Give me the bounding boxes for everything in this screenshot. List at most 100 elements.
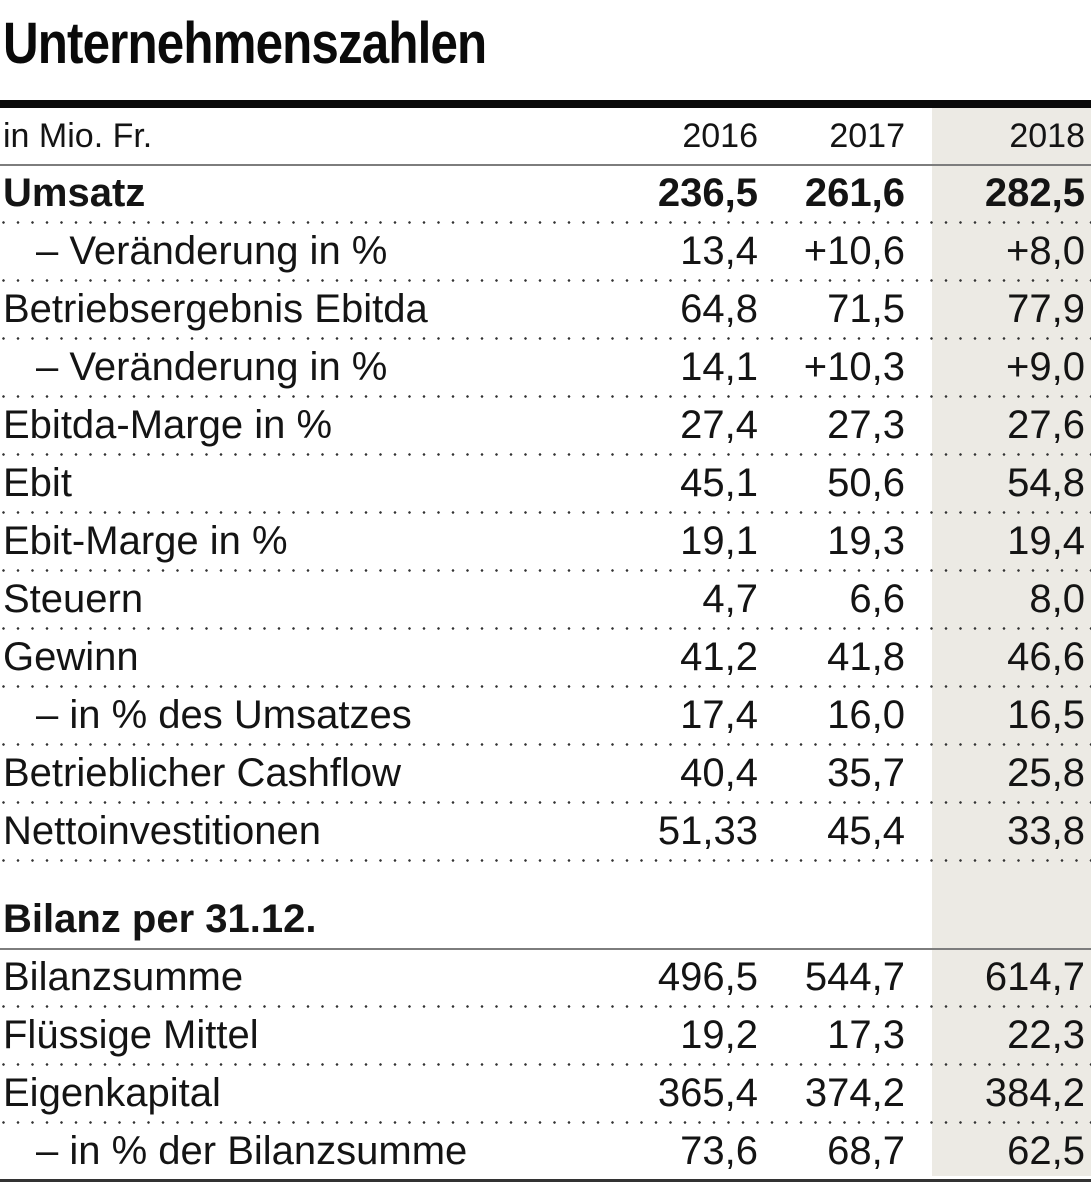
row-separator	[0, 1005, 1091, 1008]
value-2018: 77,9	[1007, 287, 1085, 331]
row-label: Ebitda-Marge in %	[3, 403, 333, 447]
value-2017: +10,6	[803, 229, 905, 273]
section-header: Bilanz per 31.12.	[3, 897, 317, 941]
value-2016: 73,6	[680, 1129, 758, 1173]
row-separator	[0, 743, 1091, 746]
row-label: Steuern	[3, 577, 144, 621]
value-2017: 374,2	[804, 1071, 905, 1115]
year-header-2018: 2018	[1009, 116, 1085, 155]
row-separator	[0, 801, 1091, 804]
value-2016: 14,1	[680, 345, 758, 389]
row-separator	[0, 859, 1091, 862]
top-rule	[0, 100, 1091, 108]
highlight-column-2018	[932, 108, 1091, 1176]
table-row: – in % des Umsatzes 17,4 16,0 16,5	[0, 688, 1091, 743]
table-row: Betriebsergebnis Ebitda 64,8 71,5 77,9	[0, 282, 1091, 337]
table-row: Steuern 4,7 6,6 8,0	[0, 572, 1091, 627]
value-2017: 17,3	[827, 1013, 905, 1057]
row-separator	[0, 627, 1091, 630]
row-label: Betriebsergebnis Ebitda	[3, 287, 428, 331]
value-2017: 71,5	[827, 287, 905, 331]
value-2016: 236,5	[657, 171, 758, 215]
value-2016: 27,4	[680, 403, 758, 447]
value-2018: 25,8	[1007, 751, 1085, 795]
row-separator	[0, 948, 1091, 950]
value-2017: 35,7	[827, 751, 905, 795]
value-2018: 16,5	[1007, 693, 1085, 737]
row-separator	[0, 279, 1091, 282]
value-2018: 54,8	[1007, 461, 1085, 505]
value-2017: 261,6	[804, 171, 905, 215]
value-2018: 27,6	[1007, 403, 1085, 447]
table-row: Ebit 45,1 50,6 54,8	[0, 456, 1091, 511]
value-2017: 16,0	[827, 693, 905, 737]
value-2018: 384,2	[984, 1071, 1085, 1115]
row-label: Nettoinvestitionen	[3, 809, 321, 853]
unit-label: in Mio. Fr.	[3, 116, 153, 155]
value-2018: 46,6	[1007, 635, 1085, 679]
value-2016: 64,8	[680, 287, 758, 331]
row-label: – Veränderung in %	[36, 229, 388, 273]
table-row: Bilanzsumme 496,5 544,7 614,7	[0, 950, 1091, 1005]
value-2017: 27,3	[827, 403, 905, 447]
row-label: Eigenkapital	[3, 1071, 221, 1115]
value-2017: 41,8	[827, 635, 905, 679]
value-2016: 51,33	[657, 809, 758, 853]
row-label: Flüssige Mittel	[3, 1013, 259, 1057]
year-header-2016: 2016	[682, 116, 758, 155]
row-label: Betrieblicher Cashflow	[3, 751, 401, 795]
row-separator	[0, 685, 1091, 688]
table-row: Flüssige Mittel 19,2 17,3 22,3	[0, 1008, 1091, 1063]
row-separator	[0, 395, 1091, 398]
value-2016: 365,4	[657, 1071, 758, 1115]
table-row: Umsatz 236,5 261,6 282,5	[0, 166, 1091, 221]
value-2017: 68,7	[827, 1129, 905, 1173]
row-label: Ebit-Marge in %	[3, 519, 288, 563]
table-header-row: in Mio. Fr. 2016 2017 2018	[0, 108, 1091, 164]
value-2018: 33,8	[1007, 809, 1085, 853]
table-row: – Veränderung in % 14,1 +10,3 +9,0	[0, 340, 1091, 395]
value-2018: 282,5	[984, 171, 1085, 215]
value-2017: 19,3	[827, 519, 905, 563]
value-2018: +8,0	[1006, 229, 1085, 273]
row-label: Bilanzsumme	[3, 955, 244, 999]
value-2018: 62,5	[1007, 1129, 1085, 1173]
value-2017: 544,7	[804, 955, 905, 999]
table-body: Umsatz 236,5 261,6 282,5 – Veränderung in % 1…	[0, 166, 1091, 1182]
value-2016: 4,7	[702, 577, 758, 621]
table-row: Nettoinvestitionen 51,33 45,4 33,8	[0, 804, 1091, 859]
value-2016: 45,1	[680, 461, 758, 505]
row-label: – Veränderung in %	[36, 345, 388, 389]
value-2016: 19,2	[680, 1013, 758, 1057]
row-label: Umsatz	[3, 171, 146, 215]
row-separator	[0, 221, 1091, 224]
row-separator	[0, 453, 1091, 456]
value-2016: 41,2	[680, 635, 758, 679]
value-2018: 614,7	[984, 955, 1085, 999]
table-row: Ebitda-Marge in % 27,4 27,3 27,6	[0, 398, 1091, 453]
table-row: – in % der Bilanzsumme 73,6 68,7 62,5	[0, 1124, 1091, 1179]
value-2016: 496,5	[657, 955, 758, 999]
row-label: – in % des Umsatzes	[36, 693, 412, 737]
value-2018: 19,4	[1007, 519, 1085, 563]
table-row: Ebit-Marge in % 19,1 19,3 19,4	[0, 514, 1091, 569]
bottom-rule	[0, 1179, 1091, 1182]
header-rule	[0, 164, 1091, 166]
row-separator	[0, 511, 1091, 514]
value-2017: 45,4	[827, 809, 905, 853]
value-2017: 6,6	[849, 577, 905, 621]
row-separator	[0, 337, 1091, 340]
section-header-row: Bilanz per 31.12.	[0, 862, 1091, 948]
row-separator	[0, 1121, 1091, 1124]
value-2016: 19,1	[680, 519, 758, 563]
value-2016: 40,4	[680, 751, 758, 795]
value-2018: 8,0	[1029, 577, 1085, 621]
value-2017: +10,3	[803, 345, 905, 389]
value-2016: 17,4	[680, 693, 758, 737]
value-2018: +9,0	[1006, 345, 1085, 389]
row-label: Ebit	[3, 461, 72, 505]
row-separator	[0, 569, 1091, 572]
table-row: Gewinn 41,2 41,8 46,6	[0, 630, 1091, 685]
table-row: – Veränderung in % 13,4 +10,6 +8,0	[0, 224, 1091, 279]
